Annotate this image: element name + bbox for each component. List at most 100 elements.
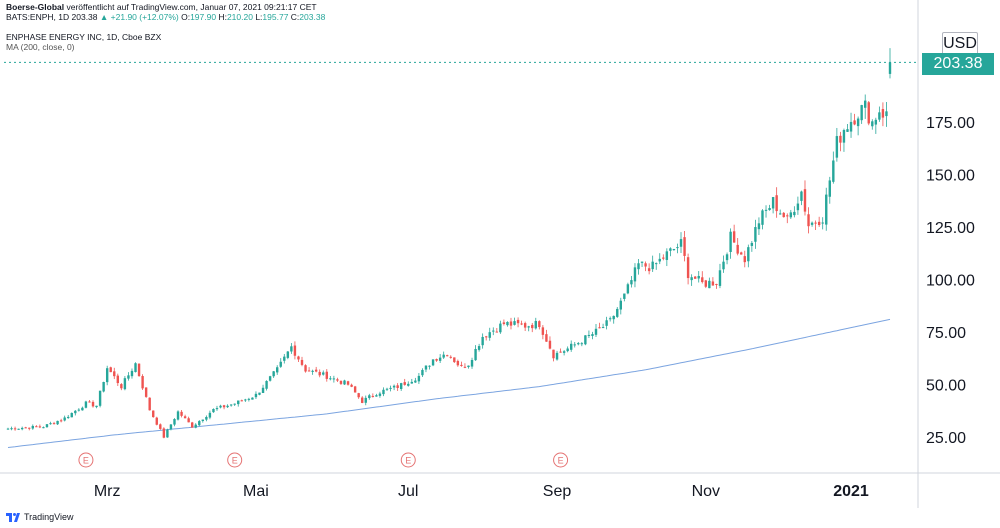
candle-body xyxy=(84,401,88,408)
candle-body xyxy=(456,360,460,366)
ma-legend: MA (200, close, 0) xyxy=(6,42,75,52)
candle-body xyxy=(860,105,863,121)
candle-body xyxy=(757,223,761,230)
candle-body xyxy=(314,369,318,372)
candle-body xyxy=(555,352,559,360)
candle-body xyxy=(608,318,612,320)
candle-body xyxy=(527,326,530,328)
y-tick-label: 50.00 xyxy=(926,378,966,395)
candle-body xyxy=(59,420,63,422)
candle-body xyxy=(375,395,378,397)
candle-body xyxy=(509,321,513,326)
y-tick-label: 175.00 xyxy=(926,115,975,132)
candle-body xyxy=(683,237,686,256)
candle-body xyxy=(368,395,371,399)
candle-body xyxy=(105,368,109,383)
candle-body xyxy=(885,111,888,117)
candle-body xyxy=(708,280,711,289)
x-tick-label: Mai xyxy=(243,483,269,500)
candle-body xyxy=(20,427,24,430)
candle-body xyxy=(392,385,396,388)
chart-header: Boerse-Global veröffentlicht auf Trading… xyxy=(6,2,317,12)
candle-body xyxy=(49,423,52,425)
candle-body xyxy=(598,327,601,329)
candle-body xyxy=(81,407,84,411)
candle-body xyxy=(470,359,474,367)
earnings-marker-label: E xyxy=(405,456,411,466)
candle-body xyxy=(559,351,562,353)
candle-body xyxy=(665,251,669,260)
candle-body xyxy=(67,416,70,419)
candle-body xyxy=(803,189,807,212)
candle-body xyxy=(477,346,481,350)
candle-body xyxy=(807,214,810,227)
candle-body xyxy=(325,371,328,379)
candle-body xyxy=(605,320,608,326)
candle-body xyxy=(768,208,771,211)
candle-body xyxy=(467,365,470,368)
candle-body xyxy=(116,375,120,384)
candle-body xyxy=(786,215,789,217)
candle-body xyxy=(63,417,66,421)
x-tick-label: Mrz xyxy=(94,483,121,500)
candle-body xyxy=(722,261,725,270)
candle-body xyxy=(626,284,630,294)
candle-body xyxy=(623,293,626,299)
candle-body xyxy=(725,254,729,261)
candle-body xyxy=(56,420,59,425)
candle-body xyxy=(414,380,417,383)
candle-body xyxy=(492,330,495,332)
candle-body xyxy=(237,400,240,405)
candle-body xyxy=(647,268,651,272)
candle-body xyxy=(878,112,881,120)
candle-body xyxy=(176,411,180,420)
candle-body xyxy=(28,427,31,429)
candle-body xyxy=(449,356,452,358)
candle-body xyxy=(446,355,449,357)
candle-body xyxy=(343,380,346,385)
candle-body xyxy=(513,321,516,325)
candle-body xyxy=(499,323,502,333)
candle-body xyxy=(881,109,885,118)
candle-body xyxy=(460,364,463,366)
candle-body xyxy=(534,320,537,329)
candle-body xyxy=(190,422,194,428)
candle-body xyxy=(793,211,796,216)
y-tick-label: 25.00 xyxy=(926,430,966,447)
y-tick-label: 100.00 xyxy=(926,273,975,290)
candle-body xyxy=(541,327,545,335)
candle-body xyxy=(421,369,424,376)
candle-body xyxy=(591,334,594,336)
candle-body xyxy=(562,351,566,353)
open-value: 197.90 xyxy=(190,12,217,22)
candle-body xyxy=(754,227,757,242)
candle-body xyxy=(545,334,548,342)
candle-body xyxy=(205,416,208,420)
close-value: 203.38 xyxy=(299,12,326,22)
candle-body xyxy=(463,366,467,368)
candle-body xyxy=(853,120,856,125)
candle-body xyxy=(764,209,768,211)
candle-body xyxy=(732,231,736,243)
candle-body xyxy=(251,397,254,400)
candle-body xyxy=(619,300,622,310)
earnings-marker xyxy=(400,452,416,468)
candle-body xyxy=(364,397,367,403)
candle-body xyxy=(322,372,325,375)
candle-body xyxy=(594,328,598,335)
candle-body xyxy=(371,395,375,397)
candle-body xyxy=(169,424,173,430)
candle-body xyxy=(329,378,332,380)
candle-body xyxy=(283,356,286,361)
last-value: 203.38 xyxy=(71,12,98,22)
earnings-marker xyxy=(227,452,243,468)
candle-body xyxy=(704,280,708,287)
candle-body xyxy=(871,121,874,127)
candle-body xyxy=(159,424,162,429)
candle-body xyxy=(637,263,640,270)
candle-body xyxy=(183,416,187,419)
candle-body xyxy=(254,393,258,398)
candle-body xyxy=(109,367,112,373)
candle-body xyxy=(403,382,406,385)
